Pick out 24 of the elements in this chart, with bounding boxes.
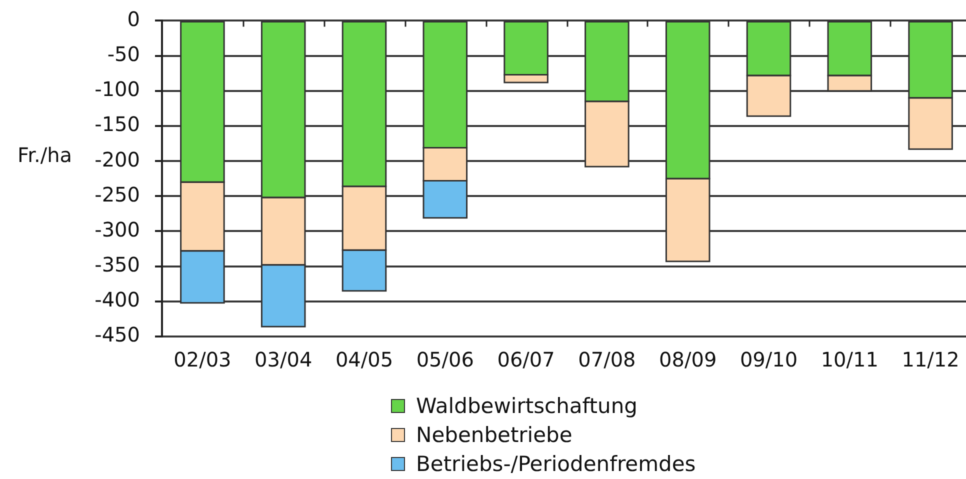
y-tick-label: -100 xyxy=(94,77,140,102)
y-axis-title: Fr./ha xyxy=(16,143,72,167)
y-tick-label: -250 xyxy=(94,182,140,206)
x-tick-label: 04/05 xyxy=(335,348,394,372)
y-tick-label: 0 xyxy=(127,6,140,31)
y-tick-label: -200 xyxy=(94,147,140,172)
legend-label: Betriebs-/Periodenfremdes xyxy=(416,452,696,476)
x-tick-label: 05/06 xyxy=(416,348,474,372)
x-tick-label: 06/07 xyxy=(497,348,555,372)
x-tick-label: 03/04 xyxy=(254,348,312,372)
y-tick-label: -400 xyxy=(94,288,140,312)
y-tick-label: -50 xyxy=(107,42,140,66)
x-tick-label: 11/12 xyxy=(902,348,960,372)
x-tick-label: 09/10 xyxy=(740,348,798,372)
x-tick-label: 07/08 xyxy=(578,348,636,372)
x-tick-label: 08/09 xyxy=(659,348,717,372)
y-tick-label: -450 xyxy=(94,322,140,347)
x-tick-label: 10/11 xyxy=(820,348,878,372)
x-tick-label: 02/03 xyxy=(174,348,232,372)
y-tick-label: -350 xyxy=(94,252,140,277)
legend-label: Nebenbetriebe xyxy=(416,422,572,446)
y-tick-label: -300 xyxy=(94,217,140,242)
y-tick-label: -150 xyxy=(94,112,140,136)
legend-label: Waldbewirtschaftung xyxy=(416,394,638,418)
